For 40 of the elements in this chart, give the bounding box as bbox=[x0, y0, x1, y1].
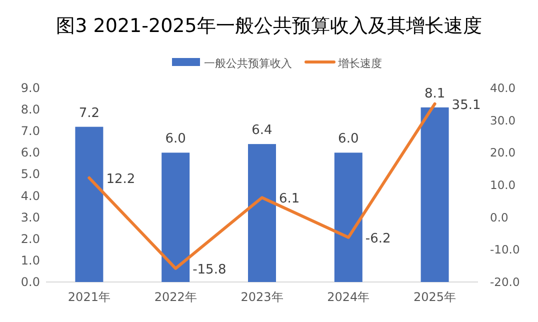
legend-label: 一般公共预算收入 bbox=[204, 57, 292, 70]
y2-tick-label: 40.0 bbox=[490, 81, 516, 95]
data-label: 6.0 bbox=[338, 132, 359, 147]
y2-tick-label: -20.0 bbox=[490, 275, 520, 289]
data-label: 8.1 bbox=[424, 86, 446, 102]
data-label: 7.2 bbox=[78, 106, 100, 121]
bar bbox=[420, 107, 449, 282]
y-tick-label: 6.0 bbox=[20, 146, 40, 160]
y2-tick-label: 30.0 bbox=[490, 113, 516, 128]
y-tick-label: 8.0 bbox=[20, 102, 40, 117]
y-tick-label: 4.0 bbox=[20, 188, 40, 203]
y-tick-label: 7.0 bbox=[20, 124, 40, 138]
y-tick-label: 5.0 bbox=[20, 167, 40, 182]
x-tick-label: 2023年 bbox=[240, 290, 284, 304]
bar bbox=[75, 126, 104, 282]
bar bbox=[334, 152, 362, 282]
bar bbox=[162, 152, 190, 282]
x-tick-label: 2021年 bbox=[68, 290, 110, 304]
y2-tick-label: 0.0 bbox=[490, 210, 508, 224]
y-tick-label: 0.0 bbox=[20, 275, 40, 289]
y2-tick-label: -10.0 bbox=[490, 242, 520, 257]
bar bbox=[248, 144, 276, 282]
data-label: -15.8 bbox=[192, 262, 226, 278]
y2-tick-label: 20.0 bbox=[490, 146, 516, 160]
legend-label: 增长速度 bbox=[337, 57, 382, 70]
data-label: 12.2 bbox=[106, 172, 136, 187]
data-label: -6.2 bbox=[365, 231, 391, 246]
y2-tick-label: 10.0 bbox=[490, 178, 516, 192]
data-label: 6.0 bbox=[165, 132, 186, 147]
data-label: 35.1 bbox=[452, 98, 481, 113]
y-tick-label: 2.0 bbox=[20, 232, 40, 246]
y-tick-label: 3.0 bbox=[20, 210, 40, 224]
x-tick-label: 2024年 bbox=[327, 290, 370, 304]
x-tick-label: 2025年 bbox=[414, 290, 456, 304]
data-label: 6.1 bbox=[279, 192, 300, 207]
y-tick-label: 1.0 bbox=[20, 253, 40, 268]
chart-title: 图3 2021-2025年一般公共预算收入及其增长速度 bbox=[56, 15, 482, 37]
data-label: 6.4 bbox=[252, 123, 272, 138]
y-tick-label: 9.0 bbox=[20, 81, 40, 95]
x-tick-label: 2022年 bbox=[154, 290, 197, 304]
